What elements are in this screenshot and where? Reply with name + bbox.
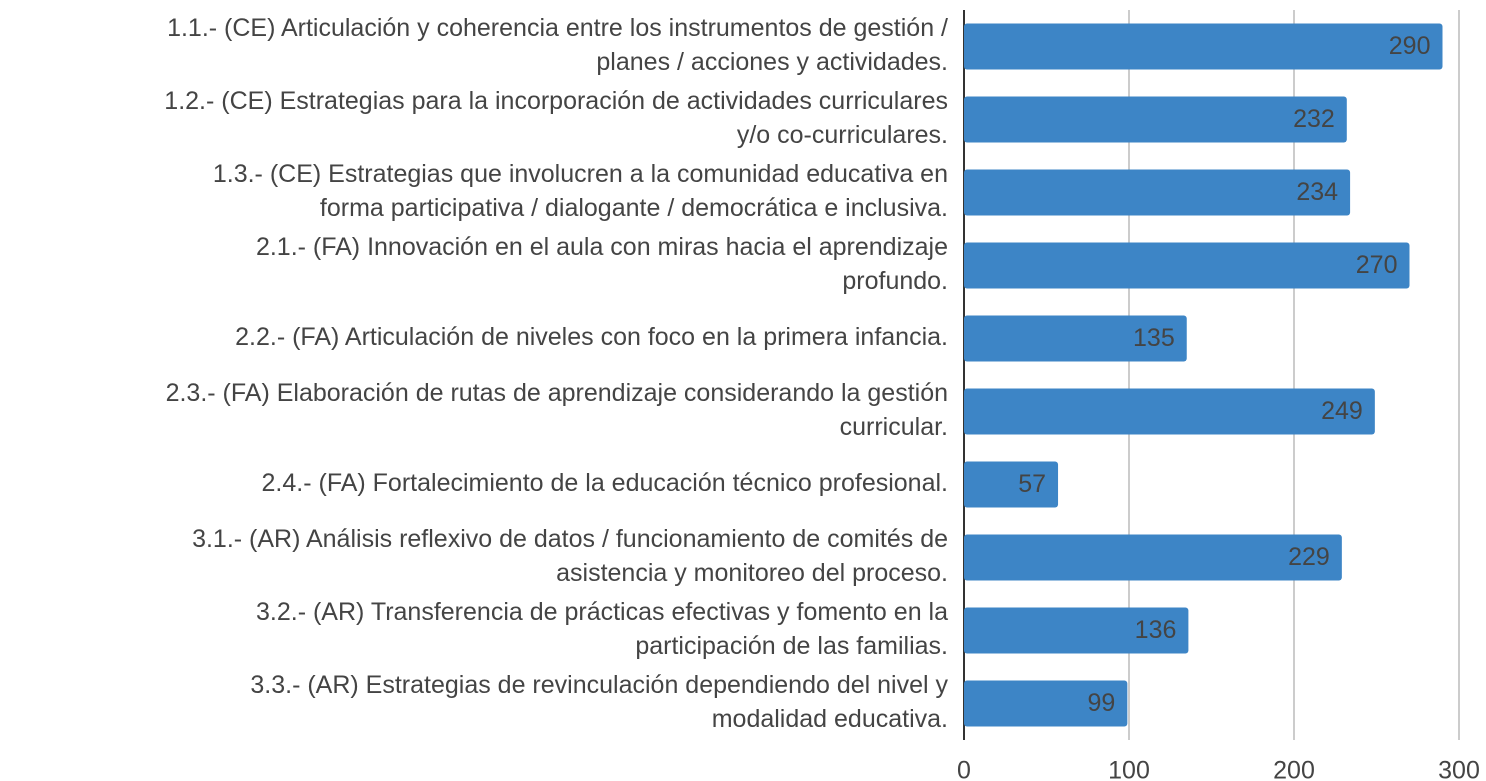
data-label: 229	[1288, 543, 1330, 571]
y-tick-label: modalidad educativa.	[712, 705, 948, 733]
data-label: 249	[1321, 397, 1363, 425]
x-tick-label: 300	[1438, 757, 1480, 781]
x-tick-label: 100	[1108, 757, 1150, 781]
data-label: 232	[1293, 105, 1335, 133]
bar	[964, 388, 1375, 435]
y-tick-label: forma participativa / dialogante / democ…	[320, 194, 948, 222]
x-tick-label: 200	[1273, 757, 1315, 781]
bar	[964, 169, 1351, 216]
bar	[964, 607, 1189, 654]
x-tick-label: 0	[957, 757, 971, 781]
bar	[964, 315, 1187, 362]
data-label: 234	[1296, 178, 1338, 206]
y-tick-label: curricular.	[840, 413, 948, 441]
y-tick-label: 2.4.- (FA) Fortalecimiento de la educaci…	[262, 469, 948, 497]
y-tick-label: 3.1.- (AR) Análisis reflexivo de datos /…	[192, 525, 948, 553]
data-label: 270	[1356, 251, 1398, 279]
y-tick-label: 2.1.- (FA) Innovación en el aula con mir…	[256, 233, 948, 261]
y-tick-label: y/o co-curriculares.	[737, 121, 948, 149]
y-tick-label: 3.2.- (AR) Transferencia de prácticas ef…	[256, 598, 948, 626]
y-tick-label: 2.3.- (FA) Elaboración de rutas de apren…	[166, 379, 948, 407]
bar	[964, 680, 1128, 727]
y-tick-label: 1.3.- (CE) Estrategias que involucren a …	[213, 160, 948, 188]
data-label: 57	[1018, 470, 1046, 498]
bar	[964, 534, 1342, 581]
data-label: 135	[1133, 324, 1175, 352]
data-label: 99	[1088, 689, 1116, 717]
bar	[964, 23, 1443, 70]
bar	[964, 242, 1410, 289]
y-tick-label: 1.2.- (CE) Estrategias para la incorpora…	[164, 87, 948, 115]
y-tick-label: 1.1.- (CE) Articulación y coherencia ent…	[167, 14, 948, 42]
y-tick-label: 3.3.- (AR) Estrategias de revinculación …	[250, 671, 948, 699]
y-tick-label: asistencia y monitoreo del proceso.	[556, 559, 948, 587]
bar	[964, 461, 1059, 508]
y-tick-label: profundo.	[842, 267, 948, 295]
y-tick-label: planes / acciones y actividades.	[596, 48, 948, 76]
data-label: 290	[1389, 32, 1431, 60]
y-tick-label: participación de las familias.	[635, 632, 948, 660]
data-label: 136	[1135, 616, 1177, 644]
y-tick-label: 2.2.- (FA) Articulación de niveles con f…	[235, 323, 948, 351]
bar	[964, 96, 1347, 143]
